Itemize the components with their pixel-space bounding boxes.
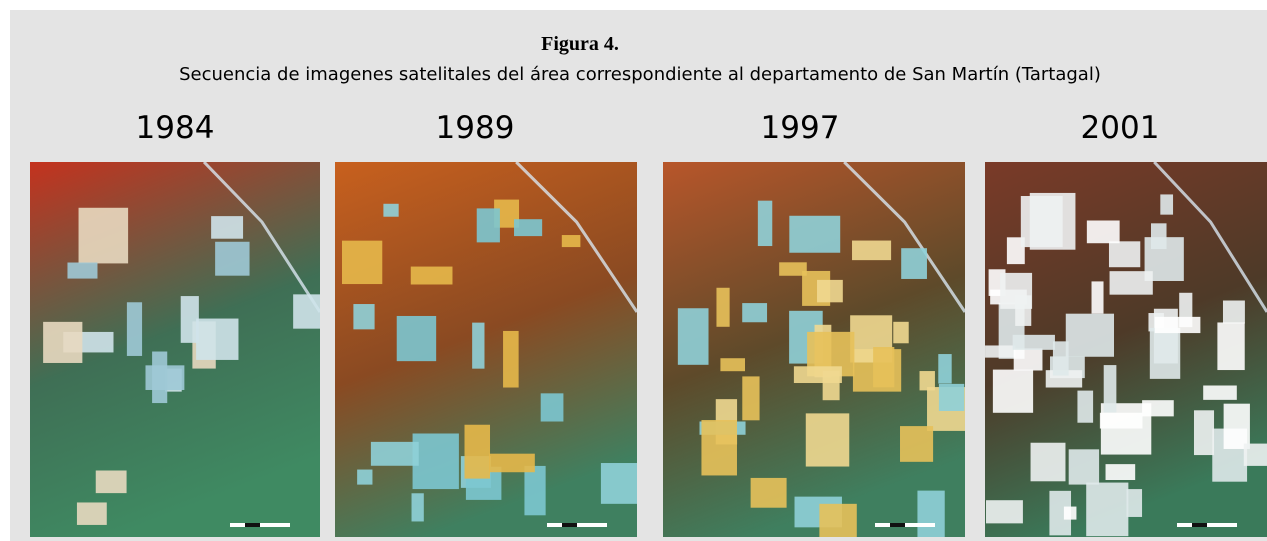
clearing bbox=[1013, 335, 1055, 350]
satellite-image bbox=[30, 162, 323, 537]
clearing bbox=[1014, 348, 1043, 370]
clearing bbox=[127, 302, 142, 356]
clearing bbox=[1104, 365, 1117, 412]
clearing bbox=[1126, 489, 1142, 517]
clearing bbox=[1106, 464, 1136, 480]
clearing bbox=[1077, 391, 1093, 423]
clearing bbox=[1100, 413, 1143, 429]
clearing bbox=[43, 322, 82, 363]
clearing bbox=[215, 242, 249, 276]
clearing bbox=[823, 371, 840, 401]
clearing bbox=[1150, 328, 1180, 379]
scale-bar-seg bbox=[1192, 523, 1207, 527]
clearing bbox=[514, 219, 542, 236]
clearing bbox=[383, 204, 398, 217]
clearing bbox=[357, 470, 372, 485]
clearing bbox=[779, 262, 807, 275]
clearing bbox=[477, 208, 500, 242]
clearing bbox=[77, 502, 107, 524]
clearing bbox=[601, 463, 643, 504]
clearing bbox=[939, 384, 964, 411]
clearing bbox=[1021, 196, 1063, 247]
panel-year: 1997 bbox=[761, 110, 840, 146]
clearing bbox=[716, 288, 729, 327]
figure-title: Figura 4. bbox=[541, 33, 619, 55]
clearing bbox=[524, 466, 545, 515]
clearing bbox=[1244, 444, 1267, 466]
clearing bbox=[1223, 301, 1245, 324]
clearing bbox=[751, 478, 787, 508]
clearing bbox=[993, 370, 1033, 413]
clearing bbox=[1087, 220, 1120, 243]
clearing bbox=[817, 280, 843, 302]
clearing bbox=[938, 354, 951, 384]
clearing bbox=[1110, 271, 1153, 294]
clearing bbox=[986, 500, 1023, 523]
clearing bbox=[67, 263, 97, 279]
clearing bbox=[1092, 281, 1104, 313]
clearing bbox=[342, 241, 382, 284]
clearing bbox=[489, 454, 535, 473]
clearing bbox=[412, 493, 424, 521]
clearing bbox=[1155, 317, 1201, 333]
clearing bbox=[1203, 385, 1237, 399]
scale-bar-seg bbox=[890, 523, 905, 527]
clearing bbox=[1109, 241, 1140, 267]
clearing bbox=[1031, 443, 1066, 482]
clearing bbox=[806, 413, 849, 466]
clearing bbox=[353, 304, 374, 329]
clearing bbox=[758, 201, 772, 246]
clearing bbox=[1064, 507, 1077, 520]
figure: Figura 4. Secuencia de imagenes satelita… bbox=[0, 0, 1267, 541]
clearing bbox=[562, 235, 581, 247]
panel-year: 2001 bbox=[1081, 110, 1160, 146]
clearing bbox=[1053, 341, 1069, 375]
satellite-image bbox=[335, 162, 643, 537]
clearing bbox=[1217, 322, 1244, 370]
satellite-image bbox=[663, 162, 971, 541]
clearing bbox=[893, 322, 908, 343]
clearing bbox=[472, 323, 484, 369]
figure-caption: Secuencia de imagenes satelitales del ár… bbox=[179, 64, 1101, 85]
clearing bbox=[742, 376, 759, 420]
clearing bbox=[720, 358, 745, 371]
clearing bbox=[900, 426, 933, 462]
clearing bbox=[852, 241, 891, 261]
clearing bbox=[397, 316, 436, 361]
clearing bbox=[742, 303, 767, 322]
clearing bbox=[146, 365, 185, 390]
clearing bbox=[701, 420, 737, 475]
clearing bbox=[917, 491, 944, 541]
scale-bar-seg bbox=[562, 523, 577, 527]
clearing bbox=[413, 433, 459, 489]
page: Figura 4. Secuencia de imagenes satelita… bbox=[0, 0, 1267, 541]
clearing bbox=[901, 248, 927, 279]
clearing bbox=[1194, 410, 1214, 455]
panel-year: 1989 bbox=[436, 110, 515, 146]
clearing bbox=[503, 331, 519, 388]
clearing bbox=[1160, 194, 1173, 214]
panel-year: 1984 bbox=[136, 110, 215, 146]
clearing bbox=[211, 216, 243, 239]
satellite-image bbox=[985, 162, 1267, 537]
clearing bbox=[819, 504, 856, 541]
scale-bar-seg bbox=[245, 523, 260, 527]
clearing bbox=[293, 294, 323, 328]
clearing bbox=[873, 347, 894, 387]
clearing bbox=[1086, 483, 1128, 537]
clearing bbox=[678, 308, 709, 365]
clearing bbox=[411, 267, 453, 285]
clearing bbox=[541, 393, 564, 421]
clearing bbox=[1069, 449, 1099, 484]
clearing bbox=[79, 208, 129, 264]
clearing bbox=[1015, 295, 1031, 326]
clearing bbox=[789, 216, 840, 253]
clearing bbox=[465, 425, 491, 479]
clearing bbox=[371, 442, 419, 466]
clearing bbox=[96, 470, 127, 493]
clearing bbox=[1224, 404, 1250, 449]
clearing bbox=[196, 319, 238, 360]
clearing bbox=[1066, 314, 1114, 357]
clearing bbox=[985, 345, 1015, 357]
